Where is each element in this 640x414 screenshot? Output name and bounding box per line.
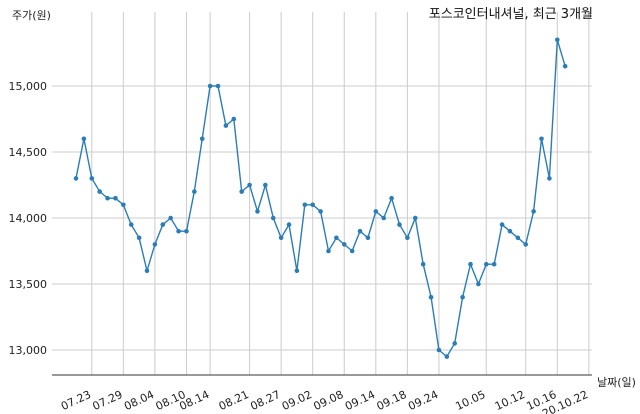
data-point <box>460 294 465 300</box>
data-point <box>547 176 552 181</box>
x-tick-label: 10.05 <box>454 388 488 413</box>
y-tick-label: 13,500 <box>9 278 48 291</box>
data-point <box>523 242 529 247</box>
data-point <box>452 341 458 346</box>
data-point <box>436 347 442 353</box>
data-point <box>365 235 371 241</box>
x-tick-label: 09.08 <box>311 388 345 413</box>
data-point <box>491 261 497 267</box>
data-point <box>381 215 387 221</box>
data-point <box>270 215 276 221</box>
data-point <box>263 182 268 188</box>
data-point <box>515 235 521 241</box>
data-point <box>192 189 197 194</box>
data-point <box>73 176 79 181</box>
x-tick-label: 07.23 <box>59 388 93 413</box>
data-point <box>207 83 213 89</box>
y-axis-label: 주가(원) <box>12 9 51 22</box>
data-point <box>89 176 95 181</box>
data-point <box>420 261 426 267</box>
x-tick-label: 08.21 <box>217 388 251 413</box>
x-tick-label: 08.27 <box>248 388 282 413</box>
data-point <box>373 209 379 214</box>
data-point <box>539 136 544 142</box>
data-point <box>113 195 118 201</box>
data-point <box>286 222 292 227</box>
price-series-points <box>73 37 568 359</box>
y-tick-label: 15,000 <box>9 80 48 93</box>
data-point <box>168 215 173 221</box>
y-tick-label: 13,000 <box>9 344 48 357</box>
data-point <box>357 228 363 234</box>
data-point <box>215 83 221 89</box>
data-point <box>334 235 339 241</box>
data-point <box>554 37 560 43</box>
data-point <box>483 261 489 267</box>
data-point <box>389 195 394 201</box>
x-tick-label: 07.29 <box>91 388 125 413</box>
data-point <box>176 228 181 234</box>
x-tick-label: 09.14 <box>343 388 377 413</box>
x-tick-label: 09.24 <box>406 388 440 413</box>
data-point <box>562 63 568 69</box>
data-point <box>326 248 331 254</box>
x-axis-label: 날짜(일) <box>597 375 636 389</box>
data-point <box>97 189 102 194</box>
data-point <box>405 235 410 241</box>
data-point <box>128 222 134 227</box>
data-point <box>247 182 252 188</box>
y-tick-label: 14,000 <box>9 212 48 225</box>
grid <box>52 12 592 375</box>
data-point <box>412 215 418 221</box>
chart-title: 포스코인터내셔널, 최근 3개월 <box>429 7 593 22</box>
data-point <box>81 136 87 142</box>
data-point <box>160 222 166 227</box>
data-point <box>105 195 110 201</box>
x-tick-label: 09.02 <box>280 388 314 413</box>
data-point <box>199 136 205 142</box>
data-point <box>184 228 189 234</box>
data-point <box>531 209 536 214</box>
data-point <box>144 268 150 274</box>
x-tick-label: 09.18 <box>375 388 409 413</box>
data-point <box>136 235 142 241</box>
data-point <box>397 222 402 227</box>
data-point <box>152 242 158 247</box>
data-point <box>302 202 308 208</box>
data-point <box>349 248 355 254</box>
price-series-line <box>75 39 566 358</box>
data-point <box>341 242 347 247</box>
data-point <box>278 235 284 241</box>
data-point <box>121 202 126 208</box>
data-point <box>318 209 323 214</box>
data-point <box>223 123 229 128</box>
y-tick-label: 14,500 <box>9 146 48 159</box>
data-point <box>444 354 450 359</box>
x-tick-label: 10.12 <box>493 388 527 413</box>
x-tick-label: 08.04 <box>122 388 156 413</box>
data-point <box>294 268 300 274</box>
data-point <box>468 261 473 267</box>
data-point <box>255 209 260 214</box>
data-point <box>476 281 481 287</box>
data-point <box>231 116 237 122</box>
data-point <box>507 228 513 234</box>
data-point <box>428 294 434 300</box>
y-tick-labels: 13,000 13,500 14,000 14,500 15,000 <box>9 80 48 357</box>
data-point <box>239 189 244 194</box>
data-point <box>499 222 505 227</box>
data-point <box>310 202 316 208</box>
